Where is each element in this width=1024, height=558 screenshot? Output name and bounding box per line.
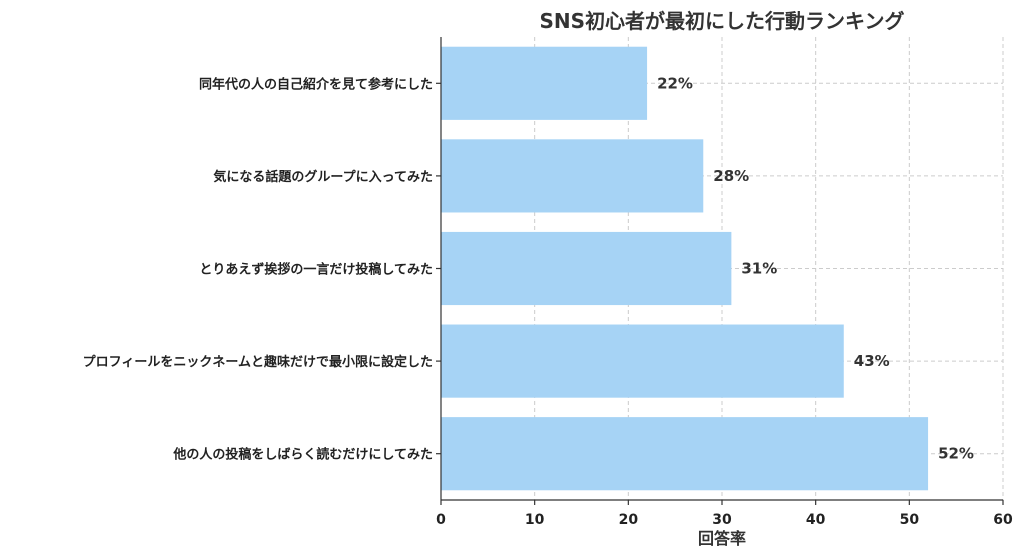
category-label: とりあえず挨拶の一言だけ投稿してみた — [199, 262, 433, 278]
value-label: 52% — [938, 445, 974, 463]
category-labels: 同年代の人の自己紹介を見て参考にした気になる話題のグループに入ってみたとりあえず… — [83, 76, 441, 463]
x-axis-ticks: 0 10 20 30 40 50 60 — [436, 500, 1013, 528]
category-label: プロフィールをニックネームと趣味だけで最小限に設定した — [83, 354, 433, 370]
x-tick-label: 40 — [806, 512, 826, 528]
bars — [441, 46, 929, 491]
category-label: 同年代の人の自己紹介を見て参考にした — [199, 76, 433, 92]
bar — [441, 139, 704, 213]
category-label: 他の人の投稿をしばらく読むだけにしてみた — [172, 447, 433, 463]
bar — [441, 231, 732, 306]
x-tick-label: 50 — [900, 512, 920, 528]
x-tick-label: 20 — [619, 512, 639, 528]
x-tick-label: 0 — [436, 512, 446, 528]
x-tick-label: 60 — [993, 512, 1013, 528]
value-label: 22% — [657, 74, 693, 92]
bar — [441, 324, 844, 398]
value-labels: 22% 28% 31% 43% 52% — [657, 74, 974, 462]
x-tick-label: 10 — [525, 512, 545, 528]
bar — [441, 417, 929, 491]
chart-title: SNS初心者が最初にした行動ランキング — [540, 9, 905, 33]
value-label: 28% — [713, 167, 749, 185]
value-label: 43% — [854, 352, 890, 370]
x-axis-label: 回答率 — [698, 529, 746, 548]
category-label: 気になる話題のグループに入ってみた — [213, 169, 433, 185]
x-tick-label: 30 — [712, 512, 732, 528]
bar — [441, 46, 648, 120]
value-label: 31% — [741, 260, 777, 278]
